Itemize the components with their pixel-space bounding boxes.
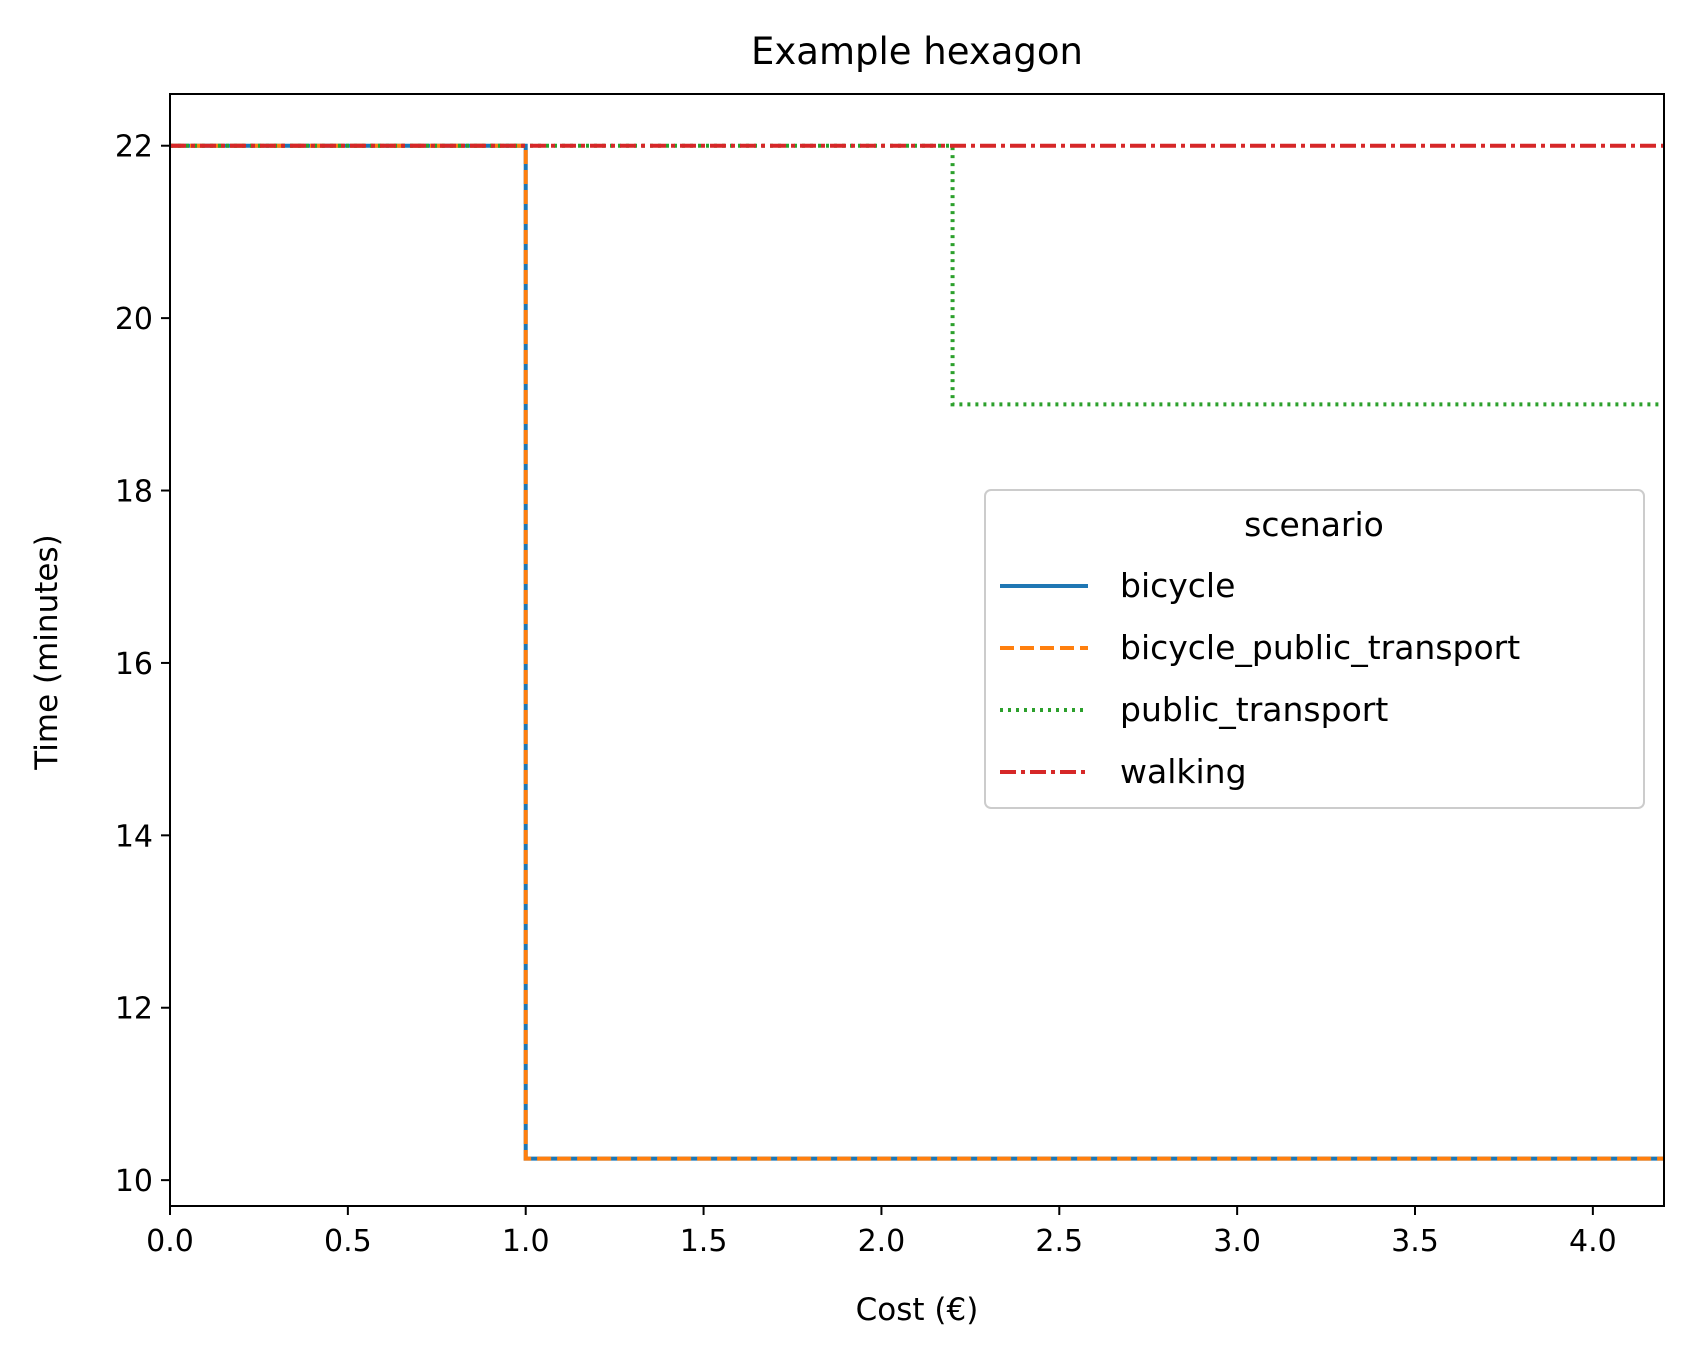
series-layer [170, 143, 1664, 1161]
y-tick-label: 16 [115, 647, 153, 682]
chart-title: Example hexagon [751, 30, 1083, 73]
legend: scenario bicycle bicycle_public_transport… [984, 489, 1645, 809]
x-tick-label: 2.5 [1035, 1224, 1083, 1259]
legend-frame [984, 489, 1645, 809]
y-axis: 10 12 14 16 18 20 22 [115, 130, 170, 1199]
legend-entries: bicycle bicycle_public_transport public_tr… [1000, 566, 1520, 791]
x-axis: 0.0 0.5 1.0 1.5 2.0 2.5 3.0 3.5 4.0 [146, 93, 1665, 1259]
y-tick-label: 12 [115, 992, 153, 1027]
legend-entry: bicycle [1000, 566, 1235, 605]
x-tick-label: 0.5 [324, 1224, 372, 1259]
series-line-bicycle-public-transport [170, 143, 1664, 1161]
x-tick-label: 2.0 [858, 1224, 906, 1259]
y-tick-label: 22 [115, 130, 153, 165]
y-tick-label: 14 [115, 819, 153, 854]
legend-label: walking [1120, 752, 1247, 791]
y-tick-label: 20 [115, 302, 153, 337]
x-tick-label: 3.0 [1213, 1224, 1261, 1259]
x-tick-label: 1.0 [502, 1224, 550, 1259]
legend-title: scenario [1244, 505, 1384, 544]
legend-label: bicycle [1120, 566, 1235, 605]
plot-frame [169, 93, 1665, 1207]
legend-entry: public_transport [1000, 690, 1388, 729]
y-tick-label: 18 [115, 475, 153, 510]
y-axis-label: Time (minutes) [29, 534, 65, 770]
x-tick-label: 1.5 [680, 1224, 728, 1259]
x-axis-label: Cost (€) [856, 1292, 979, 1328]
legend-label: bicycle_public_transport [1120, 628, 1520, 667]
legend-entry: walking [1000, 752, 1247, 791]
x-tick-label: 3.5 [1391, 1224, 1439, 1259]
y-tick-label: 10 [115, 1164, 153, 1199]
x-tick-label: 4.0 [1569, 1224, 1617, 1259]
x-tick-label: 0.0 [146, 1224, 194, 1259]
legend-label: public_transport [1120, 690, 1388, 729]
legend-entry: bicycle_public_transport [1000, 628, 1520, 667]
